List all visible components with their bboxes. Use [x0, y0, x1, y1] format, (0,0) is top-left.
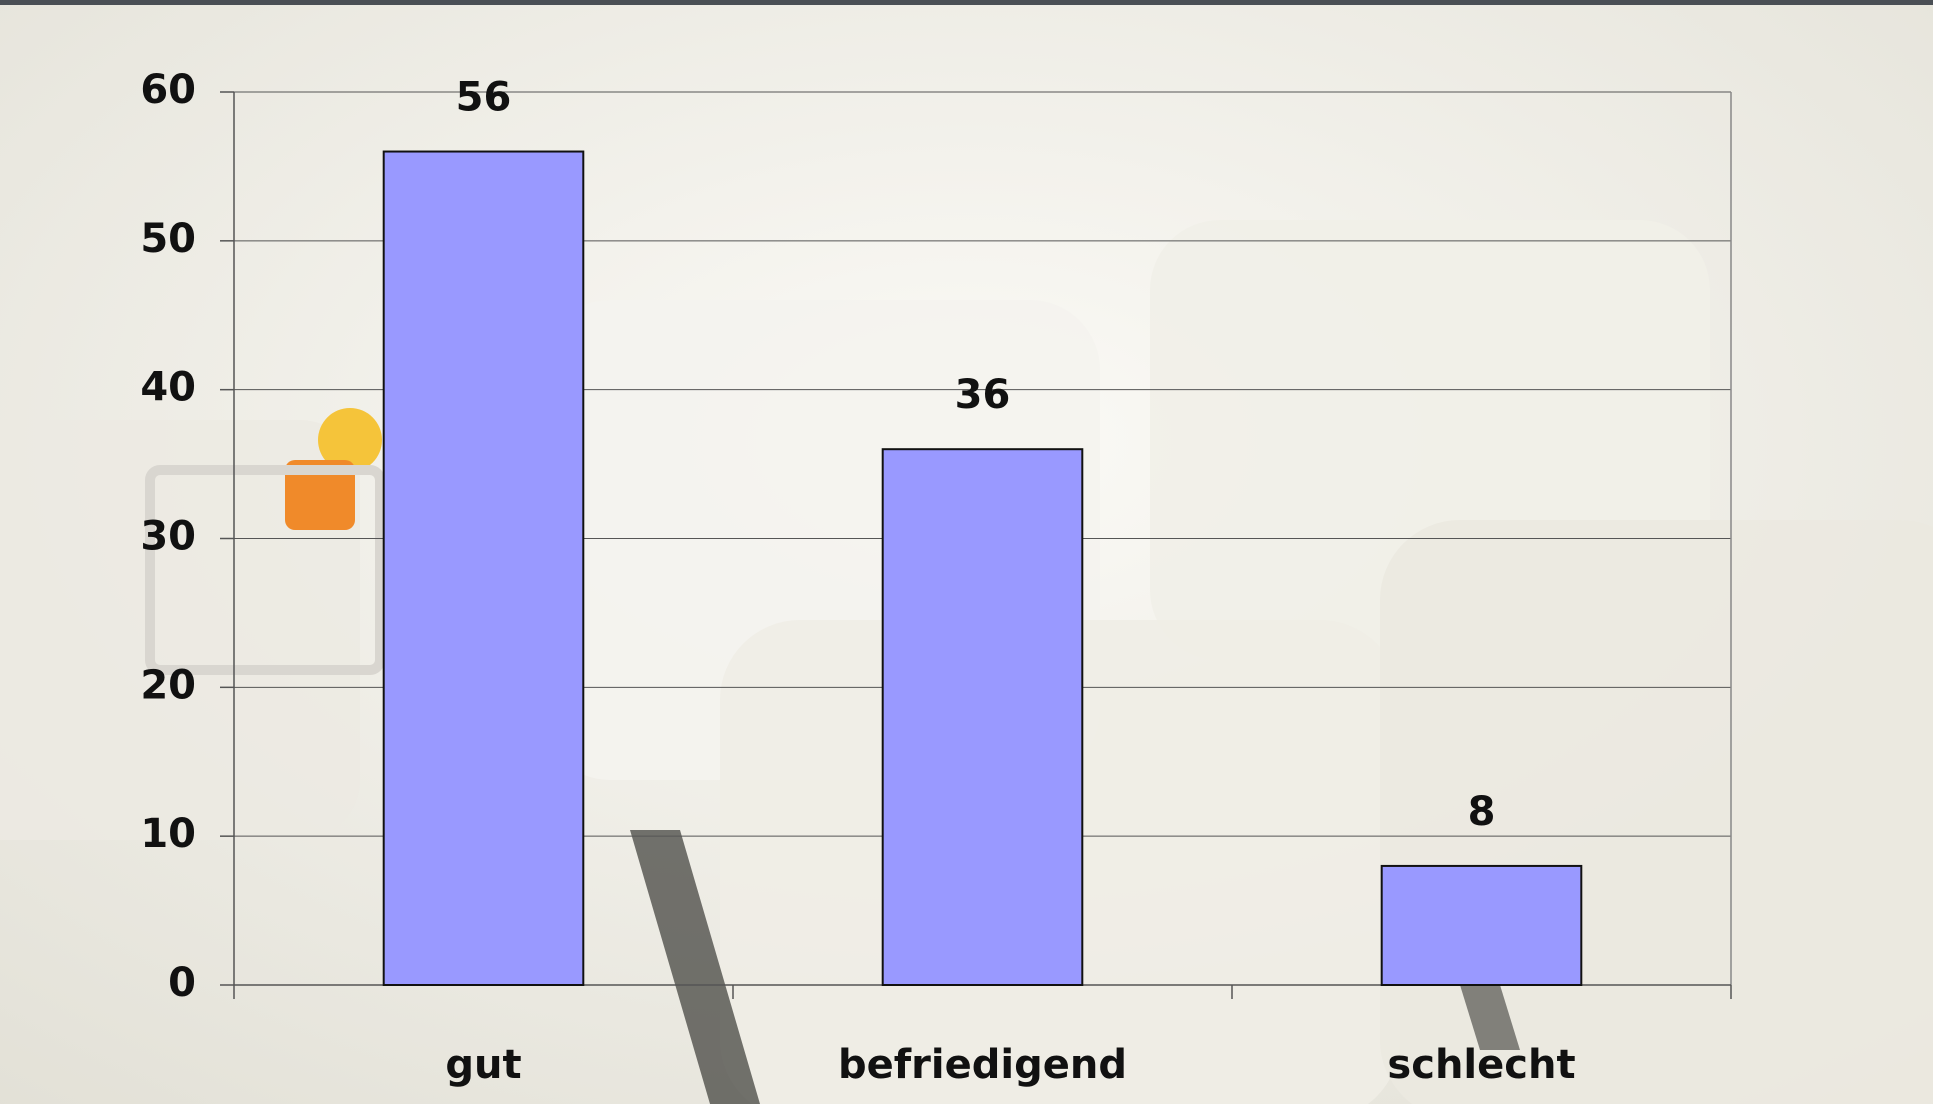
chart: 0 10 20 30 40 50 60 gut 56 befriedigend 36 schlecht…: [0, 0, 1933, 1104]
y-tick-label: 30: [140, 514, 196, 560]
bar: [1382, 866, 1582, 985]
bar: [883, 449, 1083, 985]
y-tick-label: 60: [140, 67, 196, 113]
y-tick-label: 10: [140, 811, 196, 857]
data-label: 56: [456, 75, 512, 121]
y-tick-label: 50: [140, 216, 196, 262]
data-label: 8: [1468, 789, 1496, 835]
x-tick-label: schlecht: [1387, 1042, 1575, 1088]
x-tick-label: befriedigend: [838, 1042, 1127, 1088]
x-tick-label: gut: [445, 1042, 521, 1088]
y-tick-label: 0: [168, 960, 196, 1006]
data-label: 36: [955, 372, 1011, 418]
bar: [384, 152, 584, 985]
y-tick-label: 40: [140, 365, 196, 411]
y-tick-label: 20: [140, 662, 196, 708]
